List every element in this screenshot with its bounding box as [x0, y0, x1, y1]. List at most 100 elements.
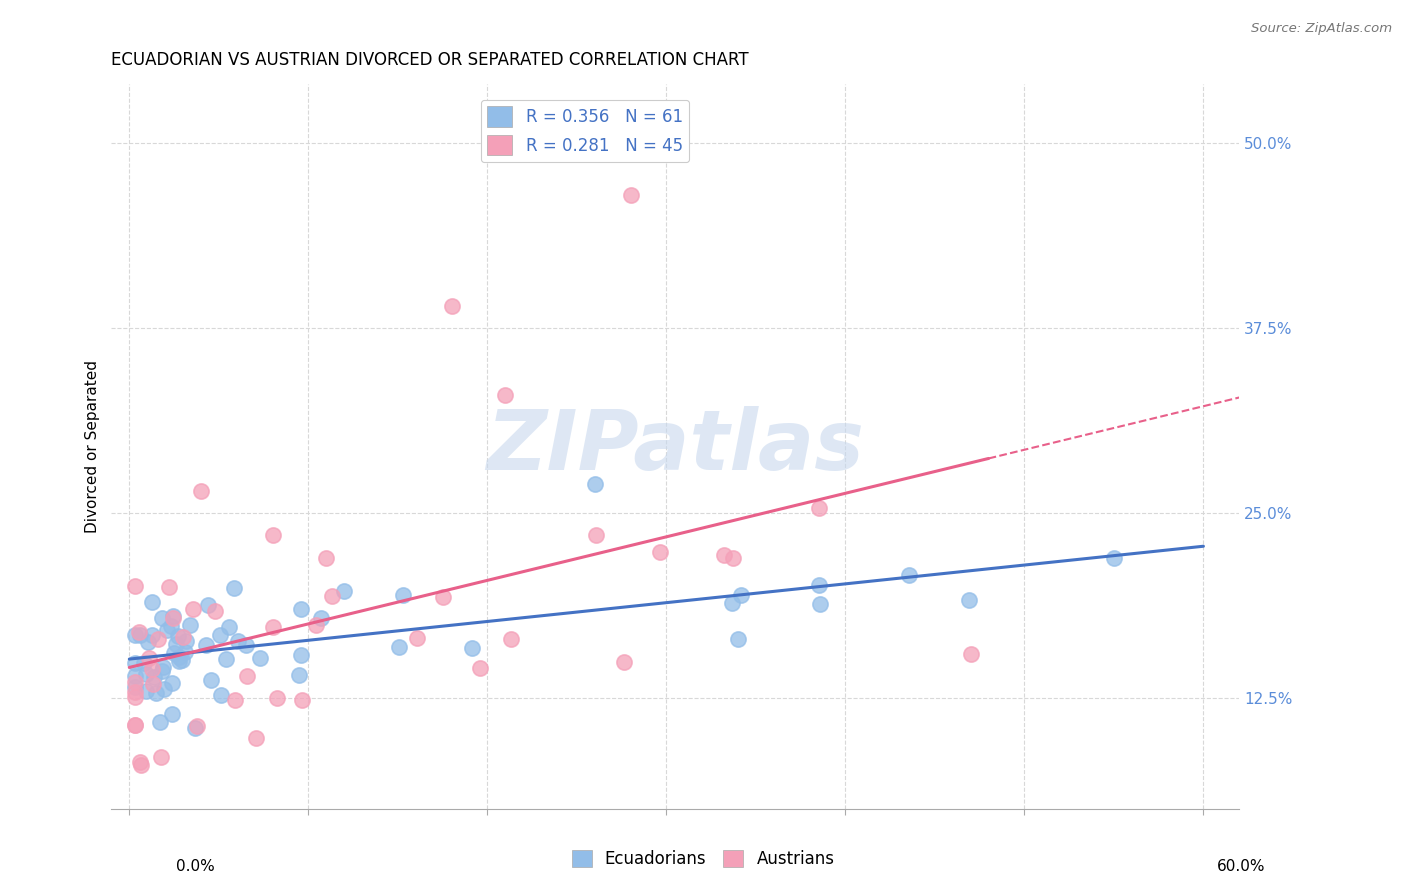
Point — [142, 670, 165, 684]
Point — [262, 528, 284, 542]
Point — [124, 657, 146, 671]
Point — [204, 604, 226, 618]
Point — [262, 620, 284, 634]
Point — [713, 548, 735, 562]
Point — [315, 550, 337, 565]
Point — [305, 617, 328, 632]
Point — [167, 654, 190, 668]
Point — [128, 755, 150, 769]
Point — [897, 568, 920, 582]
Point — [235, 638, 257, 652]
Point — [959, 647, 981, 661]
Point — [226, 633, 249, 648]
Point — [162, 707, 184, 722]
Point — [141, 662, 163, 676]
Point — [727, 632, 749, 647]
Point — [494, 388, 516, 402]
Text: 60.0%: 60.0% — [1218, 859, 1265, 874]
Point — [245, 731, 267, 745]
Point — [224, 693, 246, 707]
Point — [167, 650, 190, 665]
Point — [138, 651, 160, 665]
Point — [124, 685, 146, 699]
Point — [440, 299, 463, 313]
Point — [195, 639, 218, 653]
Point — [145, 685, 167, 699]
Point — [141, 595, 163, 609]
Point — [173, 645, 195, 659]
Point — [583, 476, 606, 491]
Point — [124, 579, 146, 593]
Point — [146, 632, 169, 646]
Point — [124, 628, 146, 642]
Point — [124, 717, 146, 731]
Point — [730, 588, 752, 602]
Point — [128, 628, 150, 642]
Point — [150, 611, 173, 625]
Point — [249, 651, 271, 665]
Point — [290, 601, 312, 615]
Point — [333, 583, 356, 598]
Point — [957, 593, 980, 607]
Point — [290, 648, 312, 662]
Point — [136, 634, 159, 648]
Point — [165, 637, 187, 651]
Point — [142, 677, 165, 691]
Point — [152, 660, 174, 674]
Point — [291, 693, 314, 707]
Text: 0.0%: 0.0% — [176, 859, 215, 874]
Point — [190, 483, 212, 498]
Point — [156, 623, 179, 637]
Point — [224, 582, 246, 596]
Point — [152, 682, 174, 697]
Point — [172, 631, 194, 645]
Point — [129, 757, 152, 772]
Point — [141, 628, 163, 642]
Point — [406, 631, 429, 645]
Text: ZIPatlas: ZIPatlas — [486, 406, 865, 487]
Point — [288, 667, 311, 681]
Point — [163, 647, 186, 661]
Point — [150, 750, 173, 764]
Point — [215, 652, 238, 666]
Point — [159, 619, 181, 633]
Point — [309, 611, 332, 625]
Point — [181, 602, 204, 616]
Point — [162, 610, 184, 624]
Point — [585, 528, 607, 542]
Point — [132, 656, 155, 670]
Point — [721, 550, 744, 565]
Legend: R = 0.356   N = 61, R = 0.281   N = 45: R = 0.356 N = 61, R = 0.281 N = 45 — [481, 100, 689, 162]
Point — [808, 598, 831, 612]
Point — [321, 589, 343, 603]
Point — [186, 719, 208, 733]
Text: Source: ZipAtlas.com: Source: ZipAtlas.com — [1251, 22, 1392, 36]
Y-axis label: Divorced or Separated: Divorced or Separated — [86, 360, 100, 533]
Point — [470, 660, 492, 674]
Point — [184, 721, 207, 735]
Point — [124, 718, 146, 732]
Point — [648, 545, 671, 559]
Point — [391, 588, 413, 602]
Point — [162, 676, 184, 690]
Point — [236, 669, 259, 683]
Point — [152, 664, 174, 678]
Point — [209, 628, 232, 642]
Point — [266, 691, 288, 706]
Point — [124, 669, 146, 683]
Point — [174, 634, 197, 648]
Point — [124, 674, 146, 689]
Point — [461, 641, 484, 656]
Point — [166, 629, 188, 643]
Point — [432, 591, 454, 605]
Point — [124, 690, 146, 704]
Point — [501, 632, 523, 646]
Point — [179, 618, 201, 632]
Point — [197, 598, 219, 612]
Point — [808, 578, 831, 592]
Point — [128, 625, 150, 640]
Point — [721, 596, 744, 610]
Point — [200, 673, 222, 688]
Point — [209, 689, 232, 703]
Point — [157, 580, 180, 594]
